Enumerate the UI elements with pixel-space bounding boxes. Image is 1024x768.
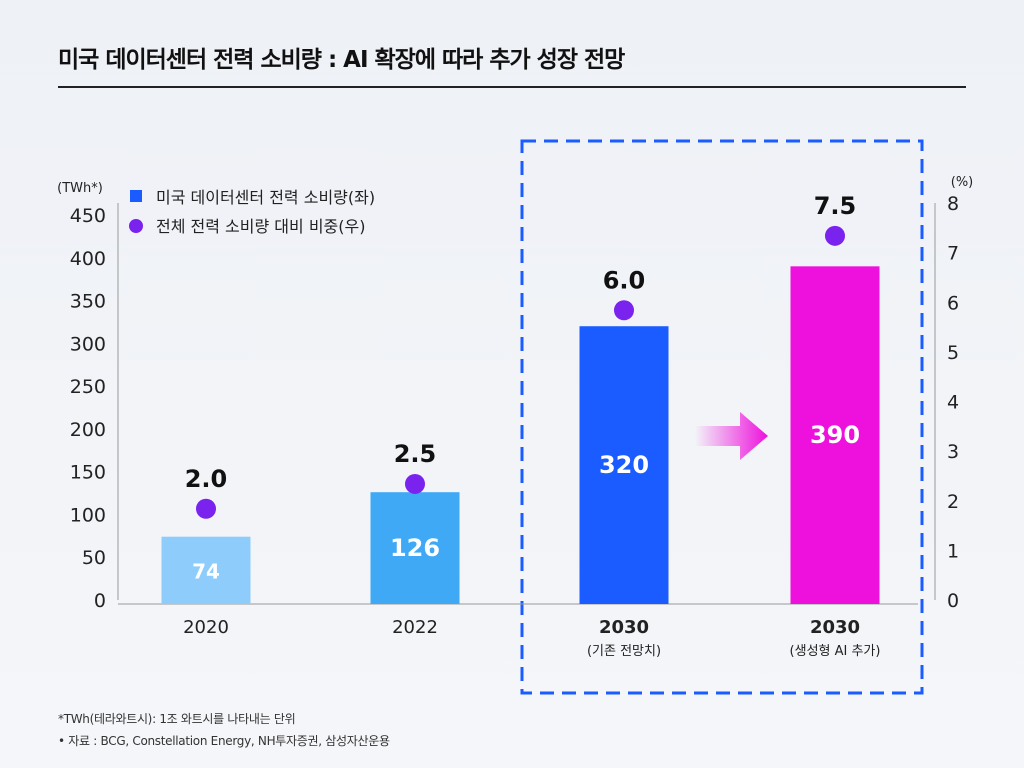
right-tick-label: 6: [947, 292, 959, 314]
share-value-label: 7.5: [814, 192, 857, 220]
bar-value-label: 126: [390, 534, 440, 562]
legend-bar-label: 미국 데이터센터 전력 소비량(좌): [156, 188, 375, 207]
chart-title: 미국 데이터센터 전력 소비량 : AI 확장에 따라 추가 성장 전망: [58, 47, 625, 73]
left-tick-label: 100: [70, 504, 106, 526]
right-tick-label: 7: [947, 243, 959, 265]
share-value-label: 2.0: [185, 465, 228, 493]
x-tick-sublabel: (기존 전망치): [587, 644, 661, 659]
bar-value-label: 390: [810, 421, 860, 449]
share-dot-0: [196, 498, 216, 519]
legend-bar-swatch: [130, 190, 142, 202]
footnote-source: • 자료 : BCG, Constellation Energy, NH투자증권…: [58, 734, 390, 748]
legend-dot-swatch: [129, 219, 143, 233]
right-tick-label: 5: [947, 342, 959, 364]
share-dot-2: [614, 300, 634, 321]
footnote-unit: *TWh(테라와트시): 1조 와트시를 나타내는 단위: [58, 712, 296, 726]
bar-0: [161, 536, 251, 604]
left-tick-label: 50: [82, 547, 106, 569]
right-tick-label: 3: [947, 441, 959, 463]
share-value-label: 2.5: [394, 440, 437, 468]
left-tick-label: 350: [70, 291, 106, 313]
left-tick-label: 0: [94, 590, 106, 612]
legend-dot-label: 전체 전력 소비량 대비 비중(우): [156, 217, 365, 236]
bar-1: [370, 492, 460, 604]
title-divider: [58, 86, 966, 88]
x-tick-label: 2030: [810, 617, 860, 638]
x-tick-sublabel: (생성형 AI 추가): [790, 644, 881, 659]
share-value-label: 6.0: [603, 266, 646, 294]
x-tick-label: 2030: [599, 617, 649, 638]
left-tick-label: 250: [70, 376, 106, 398]
right-arrow-icon: [695, 412, 768, 460]
x-tick-label: 2022: [392, 617, 438, 638]
share-dot-1: [405, 473, 425, 494]
left-tick-label: 450: [70, 205, 106, 227]
left-tick-label: 300: [70, 333, 106, 355]
bar-value-label: 74: [192, 559, 220, 583]
highlight-dashed-box: [520, 139, 924, 695]
right-tick-label: 4: [947, 392, 959, 414]
x-tick-label: 2020: [183, 617, 229, 638]
right-tick-label: 2: [947, 491, 959, 513]
left-axis-unit: (TWh*): [57, 181, 103, 196]
bar-value-label: 320: [599, 451, 649, 479]
bar-2: [579, 326, 669, 604]
right-tick-label: 0: [947, 590, 959, 612]
left-tick-label: 150: [70, 462, 106, 484]
right-axis-unit: (%): [951, 175, 974, 190]
left-tick-label: 200: [70, 419, 106, 441]
bar-3: [790, 266, 880, 604]
share-dot-3: [825, 225, 845, 246]
right-tick-label: 1: [947, 540, 959, 562]
right-tick-label: 8: [947, 193, 959, 215]
left-tick-label: 400: [70, 248, 106, 270]
